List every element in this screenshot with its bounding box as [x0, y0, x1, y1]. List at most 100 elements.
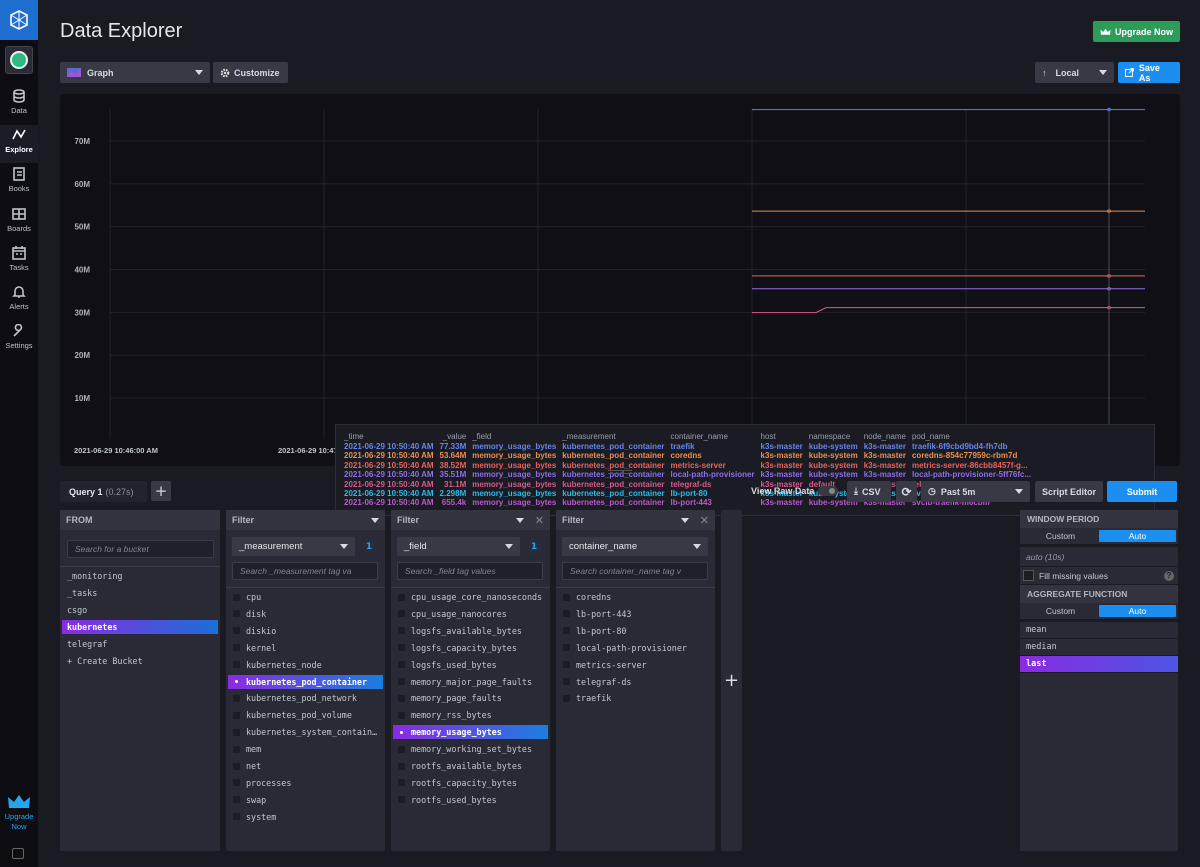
- tag-value-item[interactable]: memory_usage_bytes: [393, 725, 548, 740]
- resize-handle[interactable]: [608, 470, 632, 474]
- tag-value-item[interactable]: lb-port-80: [558, 624, 713, 638]
- tag-value-item[interactable]: metrics-server: [558, 658, 713, 672]
- add-query-button[interactable]: +: [151, 481, 171, 501]
- save-as-button[interactable]: Save As: [1118, 62, 1180, 83]
- tag-value-item[interactable]: local-path-provisioner: [558, 641, 713, 655]
- help-icon[interactable]: ?: [1164, 570, 1174, 581]
- measurement-search-input[interactable]: Search _measurement tag va: [232, 562, 378, 580]
- nav-books[interactable]: Books: [0, 164, 38, 202]
- tag-value-item[interactable]: kubernetes_system_contain…: [228, 725, 383, 739]
- checkbox[interactable]: [233, 627, 240, 635]
- checkbox[interactable]: [233, 813, 240, 821]
- tag-value-item[interactable]: system: [228, 810, 383, 824]
- checkbox[interactable]: [398, 762, 405, 770]
- tag-value-item[interactable]: disk: [228, 607, 383, 621]
- customize-button[interactable]: Customize: [213, 62, 288, 83]
- nav-settings[interactable]: Settings: [0, 321, 38, 359]
- fill-missing-checkbox[interactable]: [1023, 570, 1034, 581]
- query-tab[interactable]: Query 1 (0.27s): [60, 481, 147, 502]
- container-search-input[interactable]: Search container_name tag v: [562, 562, 708, 580]
- tag-value-item[interactable]: kernel: [228, 641, 383, 655]
- filter-header[interactable]: Filter ✕: [556, 510, 715, 530]
- close-icon[interactable]: ✕: [534, 515, 544, 527]
- checkbox[interactable]: [398, 678, 405, 685]
- aggregate-auto-option[interactable]: Auto: [1099, 605, 1176, 617]
- tag-value-item[interactable]: swap: [228, 793, 383, 807]
- tag-value-item[interactable]: diskio: [228, 624, 383, 638]
- checkbox[interactable]: [398, 593, 405, 601]
- bucket-item[interactable]: _monitoring: [62, 569, 218, 583]
- checkbox[interactable]: [563, 644, 570, 652]
- checkbox[interactable]: [233, 610, 240, 618]
- timezone-dropdown[interactable]: ↑ Local: [1035, 62, 1114, 83]
- tag-value-item[interactable]: kubernetes_pod_volume: [228, 708, 383, 722]
- checkbox[interactable]: [398, 711, 405, 719]
- tag-value-item[interactable]: cpu_usage_core_nanoseconds: [393, 590, 548, 604]
- checkbox[interactable]: [563, 661, 570, 669]
- script-editor-button[interactable]: Script Editor: [1035, 481, 1103, 502]
- upgrade-now-nav[interactable]: Upgrade Now: [0, 794, 38, 832]
- collapse-nav-icon[interactable]: [12, 848, 24, 859]
- create-bucket-link[interactable]: + Create Bucket: [67, 655, 143, 666]
- checkbox[interactable]: [563, 694, 570, 702]
- checkbox[interactable]: [563, 610, 570, 618]
- checkbox[interactable]: [398, 627, 405, 635]
- checkbox[interactable]: [398, 694, 405, 702]
- bucket-item[interactable]: _tasks: [62, 586, 218, 600]
- tag-value-item[interactable]: memory_rss_bytes: [393, 708, 548, 722]
- visualization-type-dropdown[interactable]: Graph: [60, 62, 210, 83]
- tag-value-item[interactable]: cpu_usage_nanocores: [393, 607, 548, 621]
- tag-value-item[interactable]: kubernetes_pod_network: [228, 691, 383, 705]
- close-icon[interactable]: ✕: [699, 515, 709, 527]
- checkbox[interactable]: [563, 678, 570, 685]
- nav-data[interactable]: Data: [0, 86, 38, 124]
- aggregate-function-item[interactable]: median: [1020, 639, 1178, 655]
- tag-value-item[interactable]: lb-port-443: [558, 607, 713, 621]
- add-filter-button[interactable]: +: [721, 510, 742, 851]
- tag-value-item[interactable]: processes: [228, 776, 383, 790]
- checkbox[interactable]: [233, 678, 240, 685]
- checkbox[interactable]: [233, 762, 240, 770]
- tag-value-item[interactable]: rootfs_used_bytes: [393, 793, 548, 807]
- checkbox[interactable]: [233, 711, 240, 719]
- tag-value-item[interactable]: memory_major_page_faults: [393, 675, 548, 689]
- tag-value-item[interactable]: kubernetes_node: [228, 658, 383, 672]
- filter-header[interactable]: Filter ✕: [391, 510, 550, 530]
- tag-value-item[interactable]: telegraf-ds: [558, 675, 713, 689]
- submit-button[interactable]: Submit: [1107, 481, 1177, 502]
- checkbox[interactable]: [233, 593, 240, 601]
- tag-value-item[interactable]: coredns: [558, 590, 713, 604]
- checkbox[interactable]: [398, 796, 405, 804]
- checkbox[interactable]: [398, 644, 405, 652]
- tag-value-item[interactable]: logsfs_available_bytes: [393, 624, 548, 638]
- tag-value-item[interactable]: logsfs_capacity_bytes: [393, 641, 548, 655]
- aggregate-function-item[interactable]: last: [1020, 656, 1178, 672]
- tag-value-item[interactable]: net: [228, 759, 383, 773]
- tag-value-item[interactable]: kubernetes_pod_container: [228, 674, 383, 689]
- nav-tasks[interactable]: Tasks: [0, 243, 38, 281]
- checkbox[interactable]: [233, 779, 240, 787]
- nav-alerts[interactable]: Alerts: [0, 282, 38, 320]
- view-raw-data-toggle[interactable]: [818, 486, 838, 496]
- bucket-item[interactable]: csgo: [62, 603, 218, 617]
- checkbox[interactable]: [233, 694, 240, 702]
- bucket-item[interactable]: telegraf: [62, 637, 218, 651]
- tag-value-item[interactable]: cpu: [228, 590, 383, 604]
- bucket-search-input[interactable]: Search for a bucket: [67, 540, 214, 558]
- time-range-dropdown[interactable]: ◷ Past 5m: [921, 481, 1030, 502]
- aggregate-custom-option[interactable]: Custom: [1045, 606, 1076, 616]
- checkbox[interactable]: [563, 627, 570, 635]
- field-key-dropdown[interactable]: _field: [397, 537, 520, 556]
- bucket-item[interactable]: kubernetes: [62, 619, 218, 634]
- checkbox[interactable]: [398, 729, 405, 736]
- checkbox[interactable]: [398, 745, 405, 753]
- influxdb-logo[interactable]: [0, 0, 38, 40]
- refresh-button[interactable]: ⟳: [896, 481, 917, 502]
- csv-button[interactable]: ⤓ CSV: [847, 481, 891, 502]
- checkbox[interactable]: [398, 779, 405, 787]
- fill-missing-row[interactable]: Fill missing values ?: [1020, 567, 1178, 584]
- checkbox[interactable]: [233, 796, 240, 804]
- tag-value-item[interactable]: rootfs_capacity_bytes: [393, 776, 548, 790]
- checkbox[interactable]: [233, 745, 240, 753]
- tag-value-item[interactable]: mem: [228, 742, 383, 756]
